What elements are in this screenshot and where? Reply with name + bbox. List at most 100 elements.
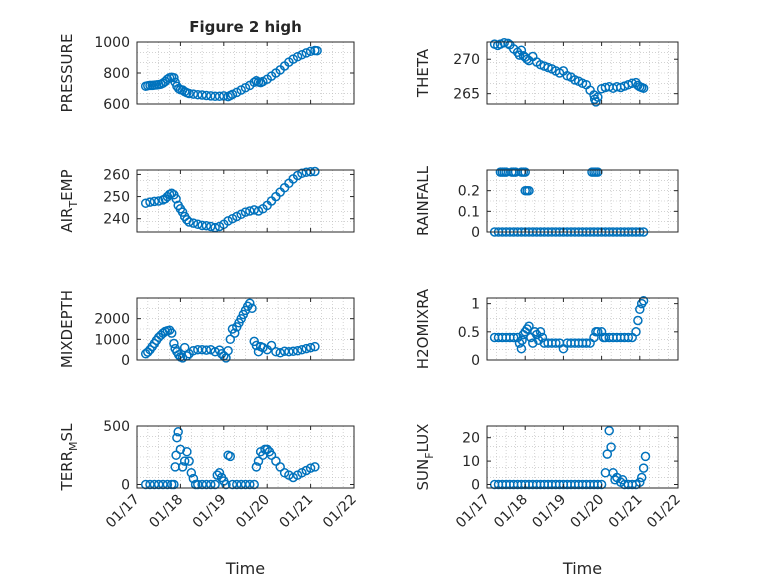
data-point	[169, 72, 179, 83]
y-tick-label: 0.1	[458, 204, 480, 220]
data-point	[636, 472, 647, 483]
data-point	[201, 345, 212, 355]
subplot-3: 240 250 260 AIRTEMP	[58, 166, 355, 233]
y-axis-label-text: SL	[58, 423, 76, 442]
data-point	[528, 338, 538, 348]
data-point	[240, 207, 251, 217]
y-axis-label-text: THETA	[414, 48, 432, 98]
data-point	[593, 327, 603, 337]
y-tick-label: 0	[471, 225, 480, 241]
data-point	[214, 468, 225, 478]
y-axis-label-text: PRESSURE	[58, 34, 76, 113]
data-point	[247, 303, 257, 314]
data-point	[297, 344, 307, 355]
data-point	[508, 332, 519, 343]
y-tick-label: 240	[103, 212, 130, 228]
data-point	[197, 90, 207, 100]
data-point	[201, 221, 212, 231]
data-point	[188, 345, 199, 356]
data-point	[162, 74, 173, 84]
y-axis-label-text: RAINFALL	[414, 165, 432, 236]
data-point	[514, 50, 525, 60]
data-point	[522, 54, 532, 64]
data-point	[292, 345, 303, 356]
x-tick-label: 01/22	[644, 492, 684, 532]
data-point	[503, 38, 513, 49]
y-tick-label: 0	[471, 353, 480, 369]
data-point	[517, 335, 527, 346]
data-point	[524, 321, 534, 331]
data-point	[310, 462, 320, 472]
y-axis-label: AIRTEMP	[58, 169, 80, 232]
x-tick-label: 01/18	[146, 492, 186, 532]
data-point	[229, 328, 240, 338]
data-point	[245, 298, 255, 308]
series-points	[140, 298, 320, 363]
data-point	[201, 90, 212, 101]
x-tick-label: 01/17	[453, 492, 493, 532]
data-point	[499, 37, 509, 48]
series-points	[489, 37, 649, 107]
x-axis-label: Time	[562, 559, 602, 578]
data-point	[177, 207, 188, 217]
axes-frame	[136, 169, 355, 233]
y-axis-label-text: MIXDEPTH	[58, 290, 76, 368]
y-tick-label: 0.2	[458, 184, 480, 200]
y-tick-label: 260	[103, 167, 130, 183]
data-point	[171, 194, 181, 204]
data-point	[149, 196, 160, 207]
subplot-6: 0 0.5 1 H2OMIXRA	[414, 288, 679, 369]
data-point	[173, 427, 183, 437]
data-point	[537, 332, 548, 343]
data-point	[188, 473, 199, 484]
data-point	[617, 475, 628, 485]
data-point	[175, 444, 186, 455]
y-axis-label: THETA	[414, 48, 432, 98]
data-point	[297, 49, 307, 60]
data-point	[186, 468, 197, 478]
data-point	[606, 442, 616, 452]
data-point	[179, 342, 190, 353]
y-axis-label-text: SUN	[414, 459, 432, 491]
data-point	[169, 338, 179, 349]
y-tick-label: 265	[453, 87, 480, 103]
data-point	[638, 83, 649, 93]
data-point	[219, 91, 229, 101]
y-axis-label-subscript: M	[67, 441, 80, 451]
data-point	[638, 463, 649, 473]
series-points	[140, 427, 320, 490]
y-tick-label: 500	[103, 419, 130, 435]
y-tick-label: 800	[103, 66, 130, 82]
data-point	[535, 327, 546, 337]
axes-frame	[136, 425, 355, 489]
data-point	[223, 216, 233, 226]
y-tick-label: 1	[471, 297, 480, 313]
y-axis-label: MIXDEPTH	[58, 290, 76, 368]
x-axis-label: Time	[225, 559, 265, 578]
data-point	[301, 48, 312, 58]
axes-frame	[136, 297, 355, 361]
y-axis-label-text: LUX	[414, 424, 432, 453]
x-tick-label: 01/18	[491, 492, 531, 532]
y-axis-label-subscript: F	[423, 452, 436, 458]
y-axis-label: PRESSURE	[58, 34, 76, 113]
data-point	[253, 206, 264, 216]
data-point	[172, 432, 182, 443]
y-tick-label: 0	[121, 477, 130, 493]
data-point	[145, 197, 155, 207]
y-tick-label: 250	[103, 190, 130, 206]
data-point	[551, 338, 561, 348]
y-tick-label: 270	[453, 52, 480, 68]
y-axis-label-text: EMP	[58, 169, 76, 200]
data-point	[520, 167, 530, 177]
data-point	[193, 219, 203, 230]
x-tick-label: 01/22	[320, 492, 360, 532]
y-axis-label-text: AIR	[58, 208, 76, 233]
data-point	[301, 343, 312, 354]
data-point	[275, 462, 285, 472]
data-point	[225, 334, 236, 345]
data-point	[197, 220, 207, 231]
x-tick-label: 01/19	[529, 492, 569, 532]
data-point	[635, 304, 645, 315]
